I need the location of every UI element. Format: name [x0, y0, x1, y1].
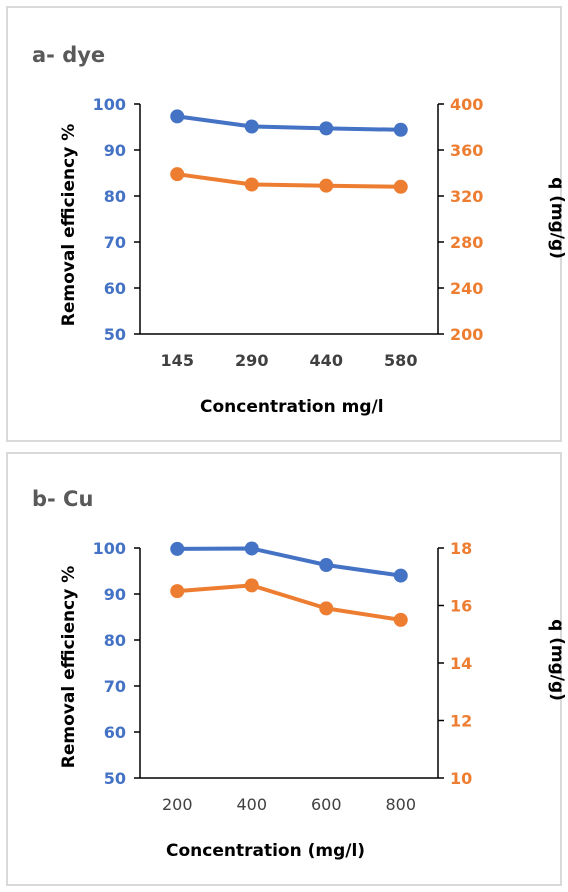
chart-b-series-removal-point: [393, 568, 408, 583]
chart-a-left-tick-label: 60: [104, 279, 126, 298]
chart-a-series-removal-point: [244, 119, 259, 134]
chart-panel-cu: [6, 452, 562, 886]
chart-a-right-tick-label: 280: [450, 233, 483, 252]
chart-a-left-axis-label: Removal efficiency %: [59, 124, 79, 326]
chart-b-series-q-point: [393, 612, 408, 627]
chart-b-left-tick-label: 90: [104, 585, 126, 604]
chart-a-series-q-line: [177, 172, 401, 189]
chart-b-x-tick-label: 600: [311, 795, 342, 814]
chart-b-left-tick-label: 50: [104, 769, 126, 788]
chart-b-left-tick-label: 80: [104, 631, 126, 650]
chart-b-series-q-point: [244, 578, 259, 593]
chart-a-series-q-point: [319, 178, 334, 193]
chart-a-right-tick-label: 360: [450, 141, 483, 160]
chart-a-series-removal-point: [393, 122, 408, 137]
chart-b-series-q-point: [170, 584, 185, 599]
chart-a-right-tick-label: 240: [450, 279, 483, 298]
chart-a-right-axis-label: q (mg/g): [547, 177, 567, 259]
chart-b-series-removal-point: [170, 541, 185, 556]
chart-b-left-tick-label: 100: [93, 539, 126, 558]
chart-b-right-tick-label: 10: [450, 769, 472, 788]
chart-b-series-removal-point: [319, 558, 334, 573]
chart-a-x-tick-label: 580: [384, 351, 417, 370]
chart-a-series-removal-point: [170, 109, 185, 124]
chart-b-x-tick-label: 200: [162, 795, 193, 814]
chart-b-marks: 50 60 70 80 90 100 10 12 14 16 18 200 400 600 800: [93, 539, 473, 814]
chart-a-left-tick-label: 100: [93, 95, 126, 114]
chart-a-x-tick-label: 440: [310, 351, 343, 370]
chart-b-left-axis-label: Removal efficiency %: [59, 566, 79, 768]
chart-b-left-tick-label: 60: [104, 723, 126, 742]
chart-a-series-q-point: [244, 177, 259, 192]
chart-b-right-axis-label: q (mg/g): [547, 619, 567, 701]
chart-b-x-tick-label: 400: [236, 795, 267, 814]
chart-a-right-tick-label: 200: [450, 325, 483, 344]
chart-a-x-tick-label: 290: [235, 351, 268, 370]
chart-a-right-tick-label: 320: [450, 187, 483, 206]
chart-a-left-tick-label: 50: [104, 325, 126, 344]
chart-b-series-removal-point: [244, 541, 259, 556]
chart-b-left-tick-label: 70: [104, 677, 126, 696]
chart-b-right-tick-label: 14: [450, 654, 472, 673]
chart-a-series-removal-line: [177, 114, 401, 132]
chart-a-left-tick-label: 80: [104, 187, 126, 206]
chart-a-series-q-point: [393, 179, 408, 194]
chart-a-series-q-point: [170, 167, 185, 182]
chart-a-left-tick-label: 70: [104, 233, 126, 252]
chart-b-right-tick-label: 18: [450, 539, 472, 558]
chart-b-series-q-point: [319, 601, 334, 616]
chart-a-x-axis-label: Concentration mg/l: [200, 397, 384, 417]
chart-a-right-tick-label: 400: [450, 95, 483, 114]
chart-b-series-removal-line: [177, 546, 402, 578]
chart-a-left-tick-label: 90: [104, 141, 126, 160]
chart-a-series-removal-point: [319, 121, 334, 136]
chart-b-x-axis-label: Concentration (mg/l): [166, 841, 365, 861]
chart-b-title: b- Cu: [32, 487, 93, 511]
chart-a-marks: 50 60 70 80 90 100 200 240 280 320 360 400 145 290 440…: [93, 95, 484, 370]
chart-a-title: a- dye: [32, 43, 105, 67]
chart-panel-dye: [6, 6, 562, 442]
chart-a-x-tick-label: 145: [161, 351, 194, 370]
chart-b-x-tick-label: 800: [385, 795, 416, 814]
chart-b-series-q-line: [177, 583, 402, 622]
chart-b-right-tick-label: 12: [450, 712, 472, 731]
chart-b-right-tick-label: 16: [450, 597, 472, 616]
